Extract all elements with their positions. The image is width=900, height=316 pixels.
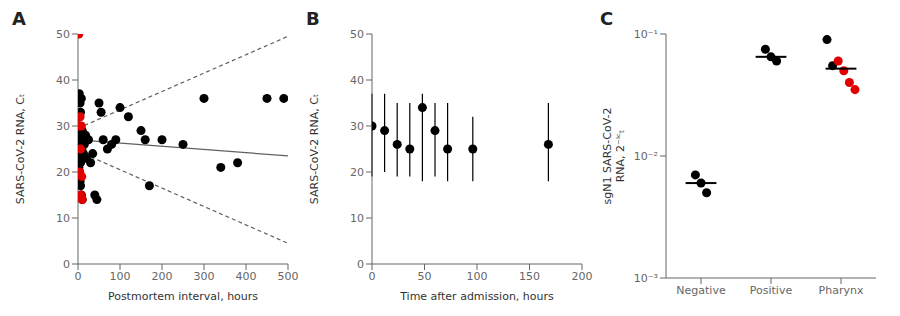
html-text:C: C <box>600 8 614 29</box>
svg-text:Time after admission, hours: Time after admission, hours <box>399 290 554 303</box>
svg-text:150: 150 <box>519 270 540 283</box>
svg-text:0: 0 <box>75 270 82 283</box>
svg-text:0: 0 <box>63 258 70 271</box>
svg-text:40: 40 <box>350 74 364 87</box>
html-text:A: A <box>12 8 26 29</box>
html-text:SARS-CoV-2 RNA, Cₜ: SARS-CoV-2 RNA, Cₜ <box>307 93 321 205</box>
svg-text:100: 100 <box>467 270 488 283</box>
svg-text:50: 50 <box>350 28 364 41</box>
svg-text:300: 300 <box>194 270 215 283</box>
svg-text:10⁻¹: 10⁻¹ <box>634 28 658 41</box>
svg-text:Postmortem interval, hours: Postmortem interval, hours <box>108 290 258 303</box>
svg-text:200: 200 <box>572 270 593 283</box>
svg-text:Negative: Negative <box>676 284 726 297</box>
svg-text:10: 10 <box>350 212 364 225</box>
svg-text:Positive: Positive <box>750 284 793 297</box>
svg-text:0: 0 <box>369 270 376 283</box>
svg-text:200: 200 <box>152 270 173 283</box>
svg-text:50: 50 <box>56 28 70 41</box>
svg-text:20: 20 <box>350 166 364 179</box>
svg-text:10⁻³: 10⁻³ <box>634 272 658 285</box>
html-text:SARS-CoV-2 RNA, Cₜ: SARS-CoV-2 RNA, Cₜ <box>13 93 27 205</box>
svg-text:0: 0 <box>357 258 364 271</box>
html-text:sgN1 SARS-CoV-2 RNA, 2⁻ᴵᶜₜ: sgN1 SARS-CoV-2 RNA, 2⁻ᴵᶜₜ <box>601 107 627 205</box>
svg-text:20: 20 <box>56 166 70 179</box>
svg-text:50: 50 <box>418 270 432 283</box>
svg-text:100: 100 <box>110 270 131 283</box>
svg-text:10: 10 <box>56 212 70 225</box>
svg-text:400: 400 <box>236 270 257 283</box>
svg-text:Pharynx: Pharynx <box>819 284 864 297</box>
svg-text:30: 30 <box>56 120 70 133</box>
svg-text:30: 30 <box>350 120 364 133</box>
svg-text:10⁻²: 10⁻² <box>634 150 658 163</box>
svg-text:500: 500 <box>278 270 299 283</box>
svg-text:40: 40 <box>56 74 70 87</box>
html-text:B: B <box>306 8 320 29</box>
